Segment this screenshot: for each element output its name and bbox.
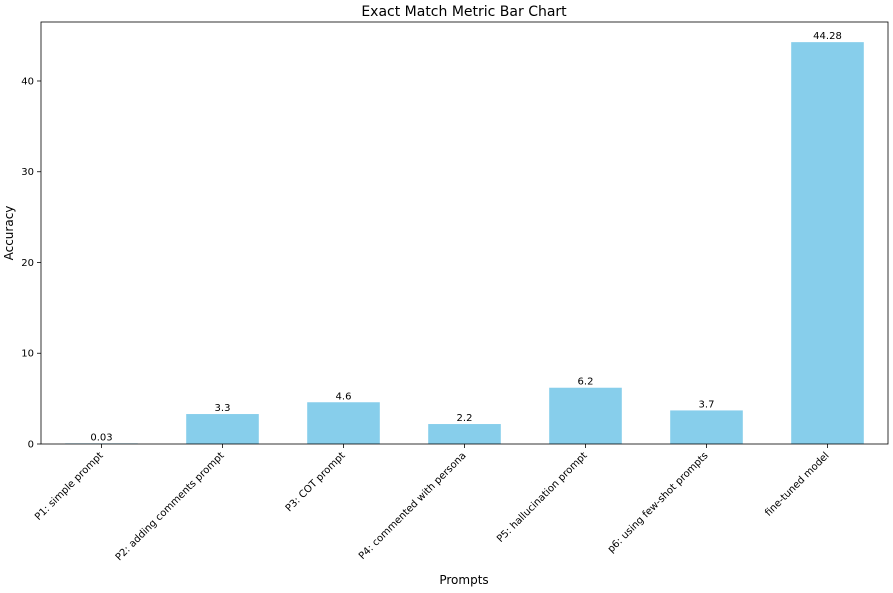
bar bbox=[549, 387, 622, 444]
bar-value-label: 4.6 bbox=[336, 391, 352, 402]
chart-title: Exact Match Metric Bar Chart bbox=[361, 4, 567, 20]
plot-frame bbox=[40, 21, 889, 445]
bar-value-label: 3.7 bbox=[699, 399, 715, 410]
y-axis-label: Accuracy bbox=[2, 206, 16, 261]
y-tick-label: 0 bbox=[28, 440, 34, 451]
bar-value-label: 6.2 bbox=[578, 377, 594, 388]
x-tick-label: fine-tuned model bbox=[763, 450, 831, 518]
bar bbox=[428, 424, 501, 444]
bar bbox=[186, 414, 259, 444]
bars-layer: 0.03 3.3 4.6 2.2 6.2 3.7 44.28 bbox=[65, 31, 864, 445]
x-tick-label: P5: hallucination prompt bbox=[495, 450, 590, 545]
x-tick-label: P2: adding comments prompt bbox=[114, 450, 227, 563]
x-tick-label: P4: commented with persona bbox=[357, 450, 469, 562]
bar-value-label: 44.28 bbox=[813, 31, 842, 42]
x-axis-label: Prompts bbox=[439, 573, 488, 587]
x-tick-label: P3: COT prompt bbox=[284, 450, 348, 514]
y-tick-label: 10 bbox=[21, 349, 34, 360]
bar bbox=[791, 42, 864, 445]
bar bbox=[670, 410, 743, 444]
axes-layer: P1: simple prompt P2: adding comments pro… bbox=[21, 21, 889, 563]
y-tick-label: 20 bbox=[21, 258, 34, 269]
bar-value-label: 3.3 bbox=[215, 403, 231, 414]
bar-value-label: 2.2 bbox=[457, 413, 473, 424]
x-tick-label: p6: using few-shot prompts bbox=[606, 450, 711, 555]
bar-value-label: 0.03 bbox=[90, 432, 112, 443]
x-tick-label: P1: simple prompt bbox=[33, 450, 106, 523]
y-tick-label: 40 bbox=[21, 76, 34, 87]
bar bbox=[307, 402, 380, 444]
y-tick-label: 30 bbox=[21, 167, 34, 178]
